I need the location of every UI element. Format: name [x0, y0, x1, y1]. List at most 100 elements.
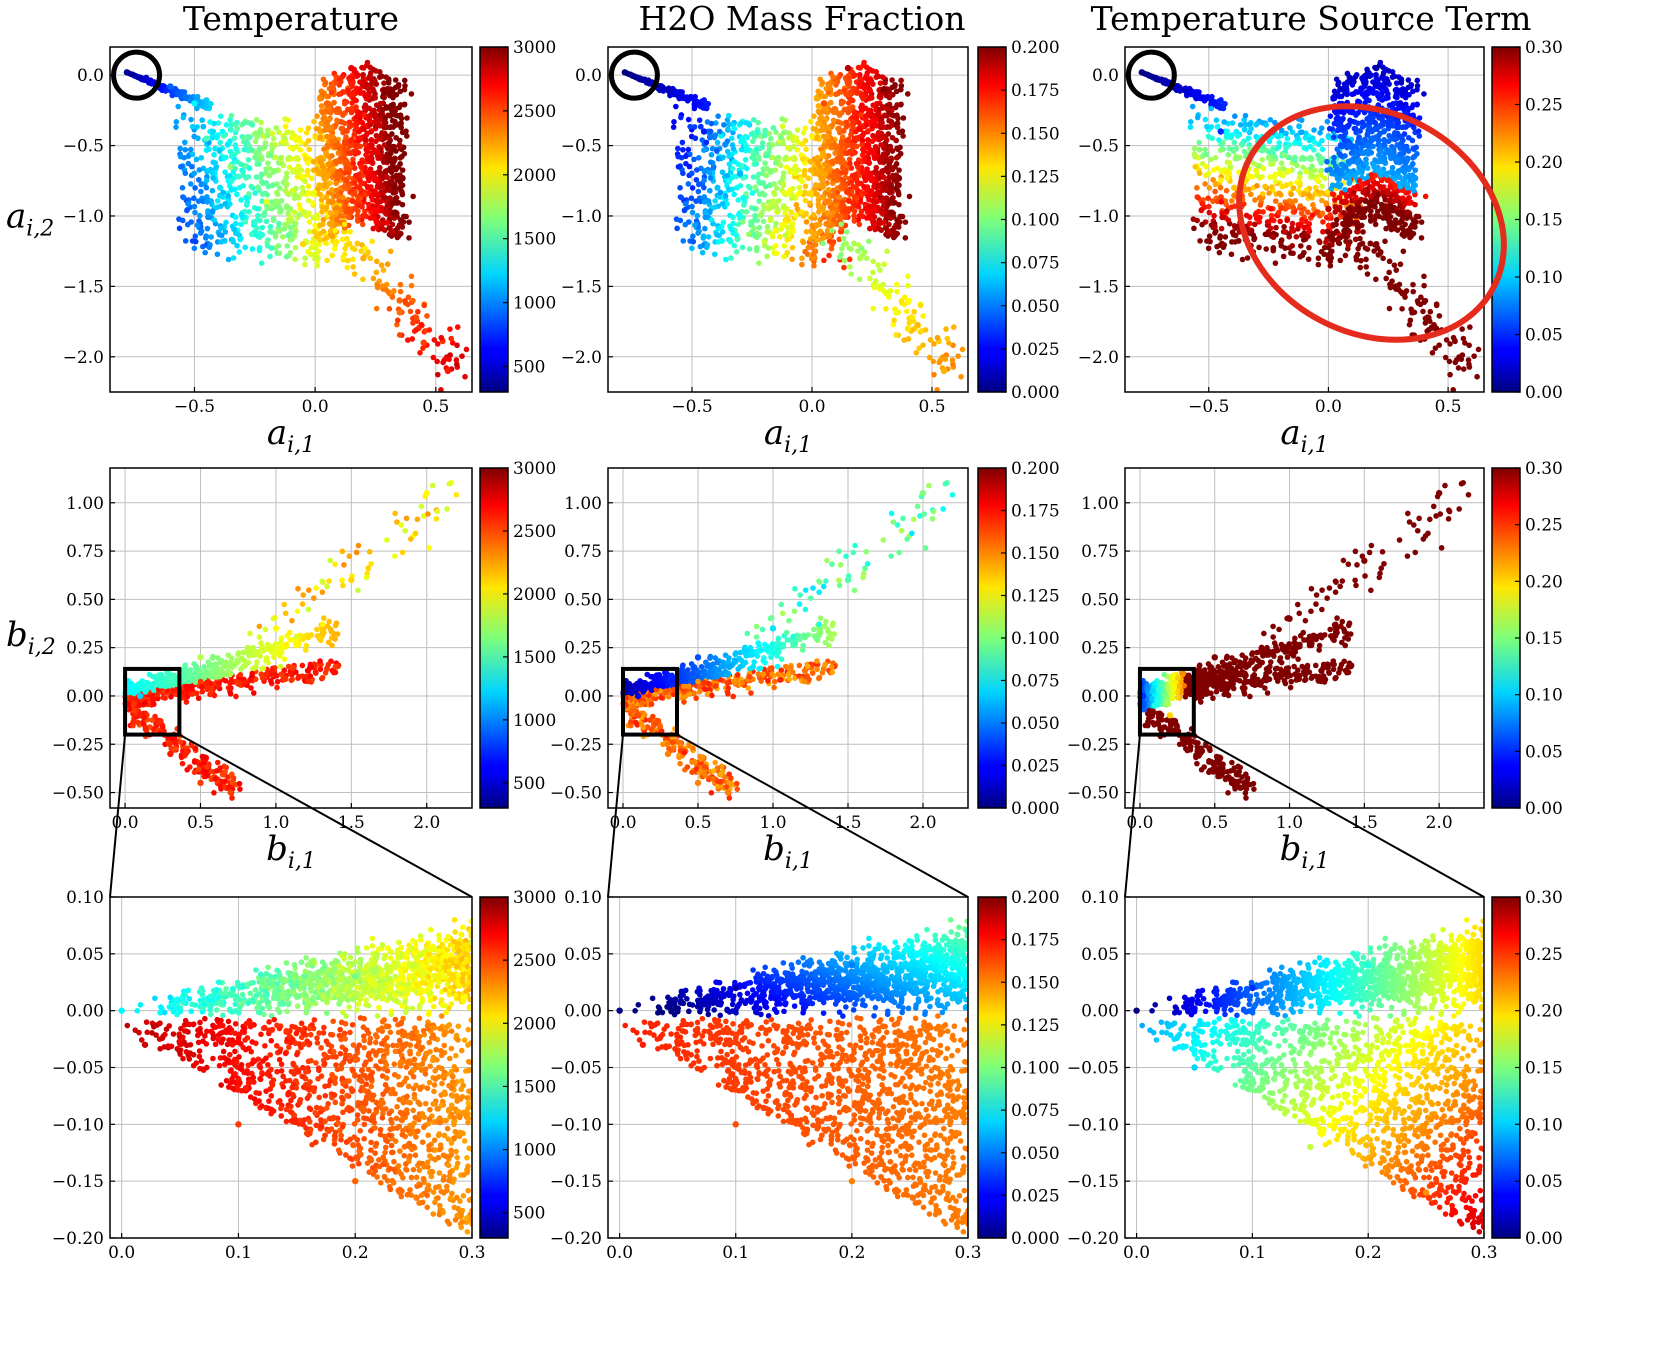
point	[773, 220, 779, 227]
data-point	[360, 255, 367, 262]
point	[777, 234, 783, 240]
point	[324, 126, 331, 133]
point	[762, 183, 769, 190]
point	[775, 157, 781, 163]
point	[1232, 113, 1238, 119]
point	[898, 298, 905, 304]
point	[280, 162, 287, 169]
point	[692, 93, 698, 100]
point	[430, 354, 437, 361]
point	[292, 244, 299, 251]
point	[384, 202, 391, 209]
point	[867, 78, 873, 85]
y-tick-label: −2.0	[63, 348, 104, 368]
point	[380, 267, 387, 273]
point	[859, 102, 865, 108]
point	[1278, 127, 1285, 134]
point	[854, 136, 861, 142]
point	[728, 255, 734, 261]
point	[366, 113, 373, 119]
point	[949, 357, 956, 363]
point	[870, 132, 876, 139]
point	[233, 220, 239, 227]
point	[766, 130, 773, 137]
point	[876, 226, 883, 232]
point	[714, 139, 721, 146]
point	[870, 269, 876, 276]
point	[267, 223, 274, 230]
point	[840, 199, 846, 205]
point	[815, 197, 822, 203]
point	[849, 104, 856, 110]
point	[400, 175, 406, 182]
point	[889, 148, 896, 154]
point	[780, 170, 787, 176]
point	[755, 119, 762, 126]
point	[173, 124, 179, 130]
point	[345, 214, 352, 221]
point	[306, 228, 313, 235]
point	[191, 203, 198, 210]
point	[363, 92, 369, 98]
point	[782, 232, 789, 239]
point	[1301, 190, 1307, 197]
point	[178, 163, 184, 170]
point	[343, 199, 349, 205]
colorbar-tick-label: 0.175	[1011, 81, 1060, 101]
point	[348, 206, 354, 213]
point	[806, 200, 813, 206]
point	[1314, 177, 1321, 184]
point	[389, 229, 396, 235]
point	[1347, 239, 1353, 245]
point	[1272, 198, 1279, 204]
point	[782, 156, 788, 163]
point	[1412, 218, 1418, 225]
point	[1270, 146, 1276, 152]
point	[803, 210, 809, 217]
point	[1191, 145, 1198, 152]
point	[327, 209, 334, 216]
point	[417, 349, 423, 356]
point	[394, 321, 400, 328]
point	[1357, 128, 1363, 134]
point	[1219, 214, 1225, 221]
point	[359, 81, 366, 88]
point	[1319, 210, 1326, 217]
point	[688, 170, 695, 177]
point	[886, 110, 892, 116]
point	[880, 174, 887, 181]
point	[1297, 180, 1303, 187]
point	[780, 253, 787, 260]
point	[317, 154, 324, 161]
point	[740, 194, 746, 201]
point	[832, 171, 839, 177]
point	[274, 181, 280, 187]
point	[172, 85, 179, 92]
point	[360, 71, 366, 78]
point	[1230, 148, 1237, 154]
point	[744, 165, 750, 172]
data-point	[880, 86, 888, 93]
point	[750, 138, 756, 145]
point	[756, 198, 762, 204]
point	[252, 149, 259, 155]
point	[1295, 221, 1302, 228]
point	[761, 243, 768, 249]
point	[971, 363, 977, 369]
point	[1294, 135, 1301, 141]
point	[1268, 206, 1274, 212]
point	[798, 209, 805, 215]
point	[391, 164, 398, 171]
point	[258, 260, 265, 266]
point	[179, 185, 186, 191]
point	[862, 113, 869, 119]
point	[814, 154, 821, 161]
point	[219, 194, 226, 200]
point	[388, 150, 394, 157]
point	[883, 167, 890, 174]
point	[1302, 135, 1309, 141]
point	[1217, 184, 1224, 191]
point	[1202, 181, 1208, 187]
point	[396, 332, 403, 338]
